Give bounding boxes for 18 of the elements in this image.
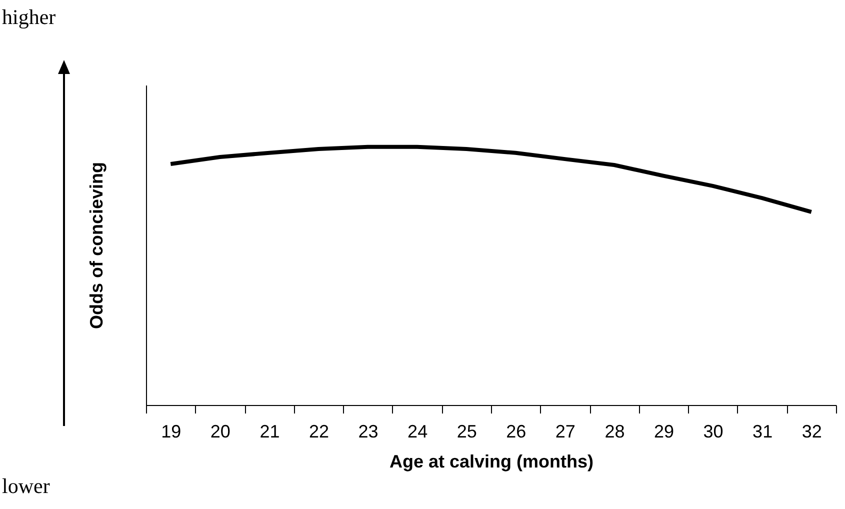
x-tick-label: 25 — [456, 422, 477, 442]
x-tick-label: 23 — [358, 422, 378, 442]
x-tick-label: 22 — [308, 422, 330, 442]
y-axis-title: Odds of concieving — [86, 162, 106, 330]
x-tick-label: 32 — [802, 422, 822, 442]
x-tick-label: 29 — [654, 422, 674, 442]
x-tick-label: 19 — [161, 422, 182, 442]
x-tick-label: 21 — [260, 422, 280, 442]
x-tick-label: 20 — [210, 422, 230, 442]
text: higher — [2, 5, 56, 30]
x-tick-label: 28 — [604, 422, 625, 442]
x-tick-label: 30 — [703, 422, 724, 442]
x-tick-label: 27 — [555, 422, 576, 442]
x-tick-label: 26 — [506, 422, 526, 442]
x-tick-label: 31 — [752, 422, 773, 442]
x-axis-title: Age at calving (months) — [389, 452, 594, 472]
text: lower — [2, 474, 50, 499]
x-tick-label: 24 — [408, 422, 428, 442]
